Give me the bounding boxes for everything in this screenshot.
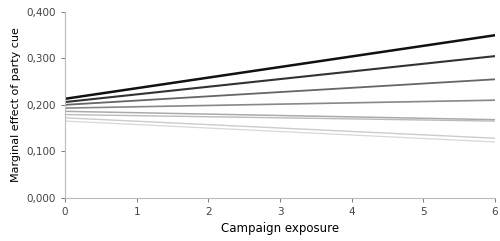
Y-axis label: Marginal effect of party cue: Marginal effect of party cue — [11, 27, 21, 182]
X-axis label: Campaign exposure: Campaign exposure — [221, 222, 339, 235]
